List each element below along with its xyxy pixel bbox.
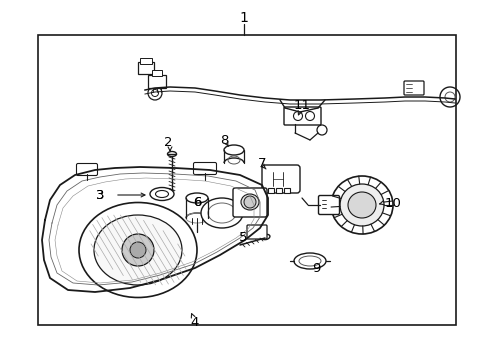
Text: 1: 1 <box>239 11 248 25</box>
FancyBboxPatch shape <box>232 188 266 217</box>
Bar <box>284 188 289 193</box>
Text: 7: 7 <box>257 157 265 170</box>
FancyBboxPatch shape <box>152 70 162 76</box>
Ellipse shape <box>293 253 325 269</box>
Ellipse shape <box>262 234 269 240</box>
Text: 4: 4 <box>190 315 199 328</box>
Bar <box>275 188 282 193</box>
FancyBboxPatch shape <box>403 81 423 95</box>
Circle shape <box>244 196 256 208</box>
Text: 11: 11 <box>293 99 310 112</box>
Bar <box>267 188 273 193</box>
Ellipse shape <box>201 198 243 228</box>
Ellipse shape <box>339 184 383 226</box>
FancyBboxPatch shape <box>318 195 339 215</box>
Ellipse shape <box>94 215 182 285</box>
Text: 8: 8 <box>220 134 228 147</box>
Text: 3: 3 <box>96 189 104 202</box>
Ellipse shape <box>330 176 392 234</box>
Circle shape <box>130 242 146 258</box>
Ellipse shape <box>167 152 176 157</box>
Ellipse shape <box>224 145 244 155</box>
FancyBboxPatch shape <box>246 225 266 239</box>
FancyBboxPatch shape <box>148 75 165 88</box>
Text: 5: 5 <box>238 230 247 243</box>
Ellipse shape <box>347 192 375 218</box>
FancyBboxPatch shape <box>193 162 216 175</box>
FancyBboxPatch shape <box>284 107 320 125</box>
FancyBboxPatch shape <box>138 62 154 74</box>
Ellipse shape <box>155 190 168 198</box>
Text: 9: 9 <box>311 261 320 274</box>
Ellipse shape <box>79 202 197 297</box>
Ellipse shape <box>185 193 207 203</box>
Ellipse shape <box>150 188 174 201</box>
Text: 3: 3 <box>96 189 104 202</box>
Text: 10: 10 <box>384 197 401 210</box>
FancyBboxPatch shape <box>262 165 299 193</box>
Text: 2: 2 <box>163 135 172 149</box>
FancyBboxPatch shape <box>140 58 152 64</box>
Text: 6: 6 <box>192 195 201 208</box>
Ellipse shape <box>241 194 259 210</box>
Text: 6: 6 <box>192 195 201 208</box>
Bar <box>38 35 455 325</box>
FancyBboxPatch shape <box>76 163 97 176</box>
Circle shape <box>122 234 154 266</box>
